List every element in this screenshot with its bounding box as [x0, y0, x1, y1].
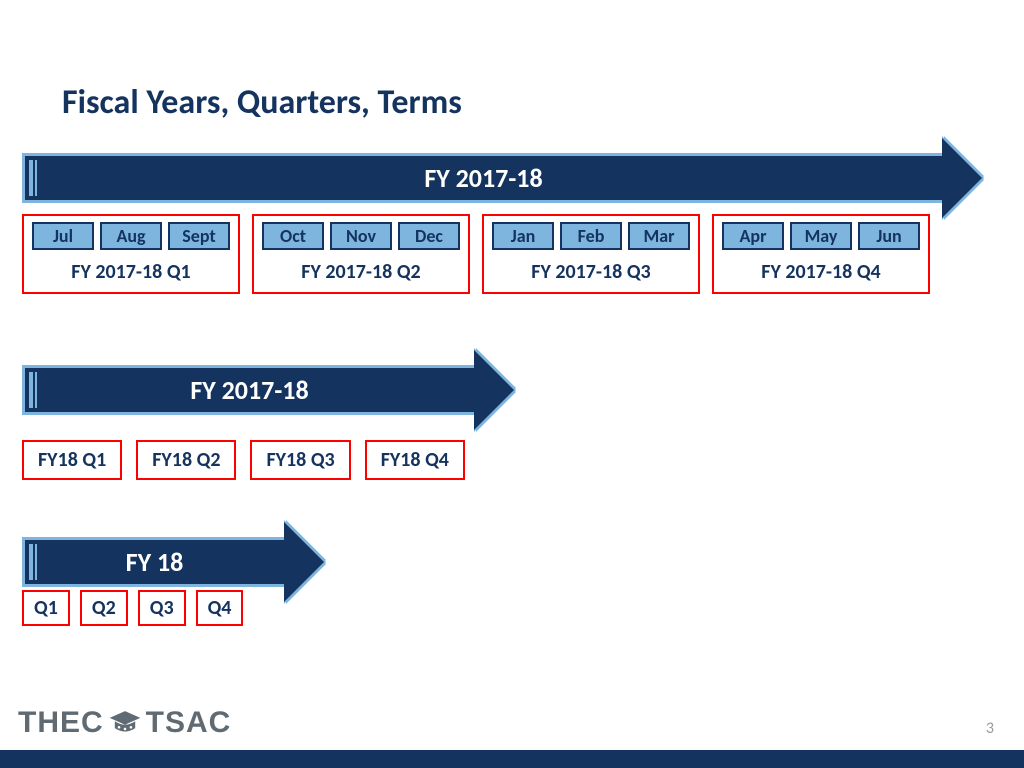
arrow-fy2017-18-short: FY 2017-18	[22, 350, 514, 430]
month-cell: Feb	[560, 222, 622, 250]
quarter-label: FY 2017-18 Q3	[531, 258, 650, 284]
short-quarter-box: FY18 Q3	[250, 440, 350, 480]
quarters-with-months-row: Jul Aug Sept FY 2017-18 Q1 Oct Nov Dec F…	[22, 214, 930, 294]
month-cell: Jul	[32, 222, 94, 250]
slide-title: Fiscal Years, Quarters, Terms	[62, 82, 462, 123]
bottom-bar	[0, 750, 1024, 768]
tiny-quarter-box: Q3	[138, 590, 186, 626]
short-quarter-box: FY18 Q2	[136, 440, 236, 480]
tiny-quarter-box: Q4	[196, 590, 244, 626]
quarter-label: FY 2017-18 Q1	[71, 258, 190, 284]
arrow-fy2017-18-long: FY 2017-18	[22, 138, 982, 218]
quarter-box-q2: Oct Nov Dec FY 2017-18 Q2	[252, 214, 470, 294]
quarter-box-q1: Jul Aug Sept FY 2017-18 Q1	[22, 214, 240, 294]
month-cell: Nov	[330, 222, 392, 250]
short-quarter-box: FY18 Q4	[365, 440, 465, 480]
footer-logo: THEC TSAC	[18, 706, 231, 740]
month-cell: Oct	[262, 222, 324, 250]
month-cell: Mar	[628, 222, 690, 250]
logo-text-thec: THEC	[18, 706, 104, 740]
tiny-quarter-box: Q2	[80, 590, 128, 626]
month-cell: Sept	[168, 222, 230, 250]
arrow-label: FY 2017-18	[190, 374, 308, 406]
month-cell: Dec	[398, 222, 460, 250]
month-cell: Jun	[858, 222, 920, 250]
tiny-quarters-row: Q1 Q2 Q3 Q4	[22, 590, 243, 626]
month-cell: May	[790, 222, 852, 250]
quarter-label: FY 2017-18 Q2	[301, 258, 420, 284]
month-cell: Apr	[722, 222, 784, 250]
month-cell: Aug	[100, 222, 162, 250]
tiny-quarter-box: Q1	[22, 590, 70, 626]
page-number: 3	[986, 719, 994, 738]
quarter-label: FY 2017-18 Q4	[761, 258, 880, 284]
arrow-label: FY 18	[126, 546, 184, 578]
short-quarters-row: FY18 Q1 FY18 Q2 FY18 Q3 FY18 Q4	[22, 440, 465, 480]
arrow-label: FY 2017-18	[424, 162, 542, 194]
quarter-box-q3: Jan Feb Mar FY 2017-18 Q3	[482, 214, 700, 294]
quarter-box-q4: Apr May Jun FY 2017-18 Q4	[712, 214, 930, 294]
graduation-cap-icon	[108, 706, 142, 740]
month-cell: Jan	[492, 222, 554, 250]
short-quarter-box: FY18 Q1	[22, 440, 122, 480]
logo-text-tsac: TSAC	[146, 706, 232, 740]
